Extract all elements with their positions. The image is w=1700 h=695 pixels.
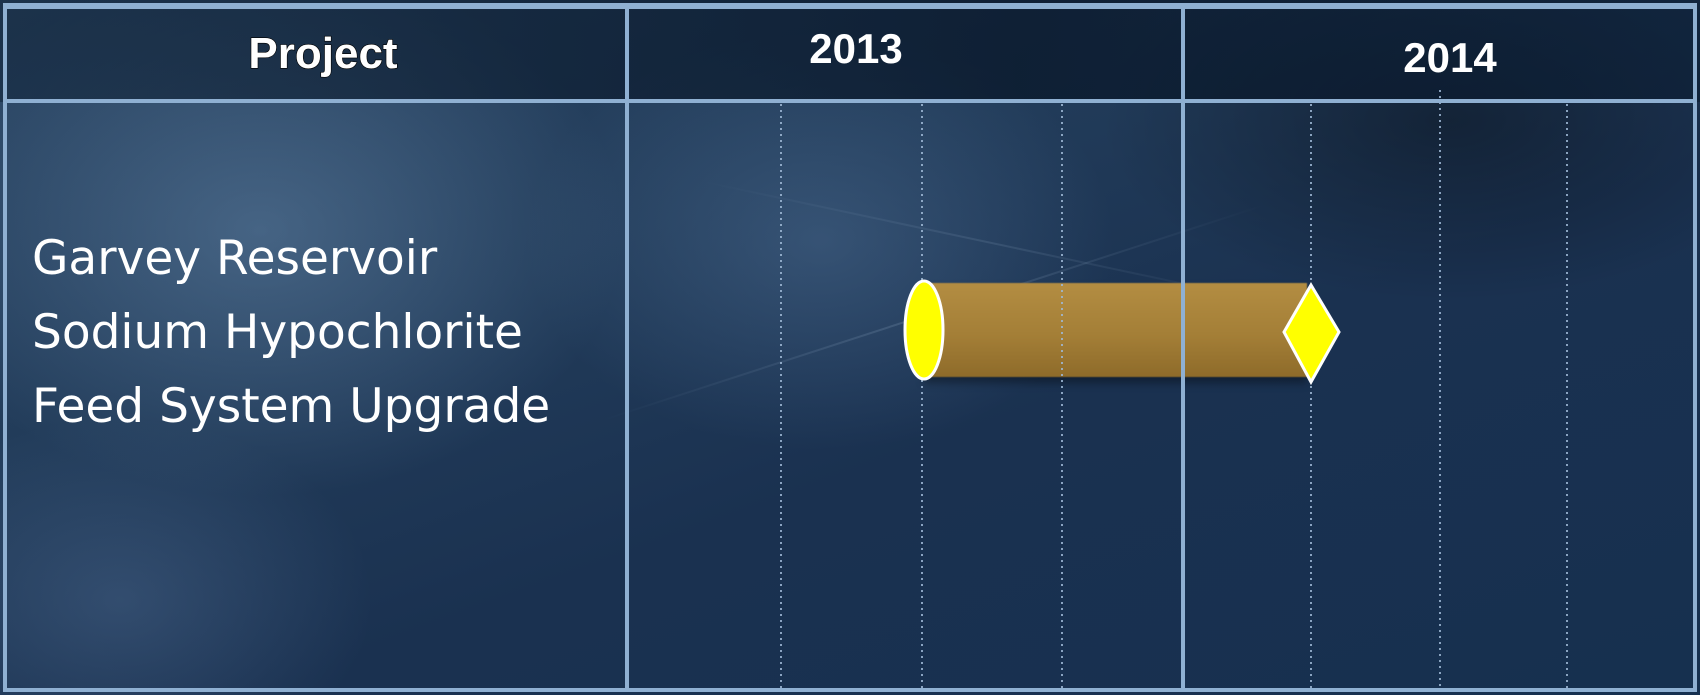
start-milestone-ellipse xyxy=(903,279,945,381)
gantt-bar xyxy=(924,283,1307,377)
project-column-header: Project xyxy=(248,29,398,78)
year-header-2014: 2014 xyxy=(1403,34,1497,81)
project-name-line-3: Feed System Upgrade xyxy=(32,379,551,434)
table-border xyxy=(3,3,1697,692)
end-milestone-diamond xyxy=(1282,282,1341,386)
year-header-2013: 2013 xyxy=(809,25,902,72)
project-name-line-2: Sodium Hypochlorite xyxy=(32,305,523,360)
header-band xyxy=(0,0,1700,102)
project-name-line-1: Garvey Reservoir xyxy=(32,231,438,286)
project-name: Garvey Reservoir Sodium Hypochlorite Fee… xyxy=(32,222,612,444)
